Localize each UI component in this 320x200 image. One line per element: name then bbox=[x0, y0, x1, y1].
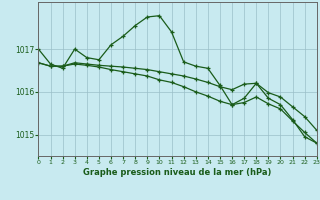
X-axis label: Graphe pression niveau de la mer (hPa): Graphe pression niveau de la mer (hPa) bbox=[84, 168, 272, 177]
